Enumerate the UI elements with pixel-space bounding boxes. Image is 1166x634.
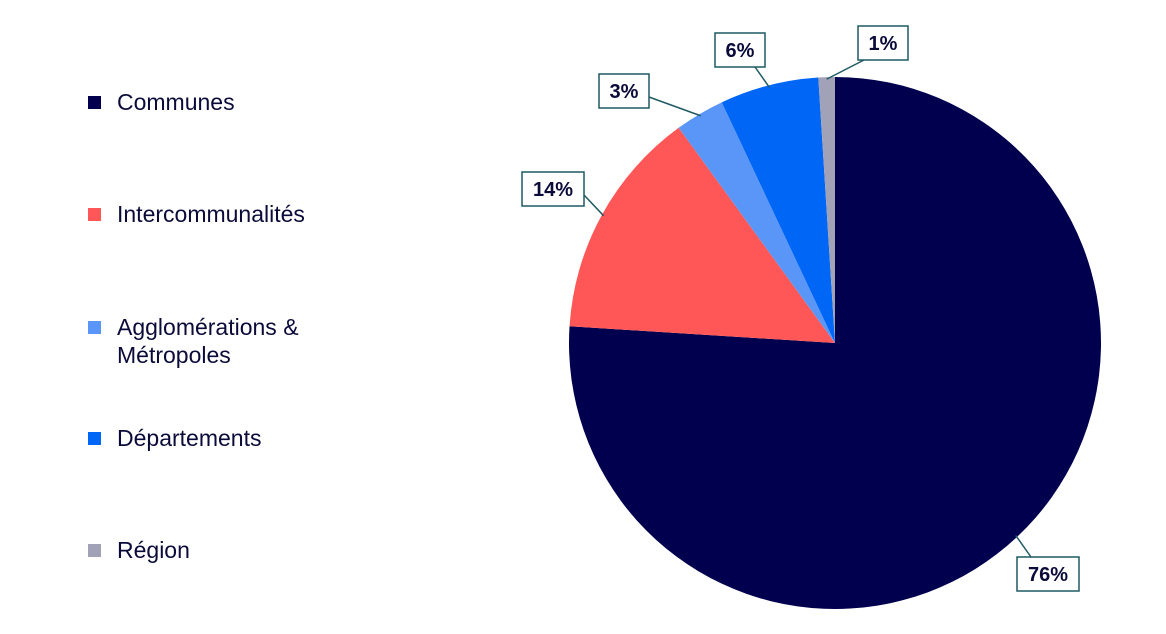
leader-line-agglomerations: [648, 96, 701, 117]
leader-line-departements: [754, 66, 770, 88]
data-label-box-region: [857, 25, 909, 61]
data-label-text-agglomerations: 3%: [610, 81, 639, 103]
legend-item-region: Région: [88, 536, 377, 564]
data-labels: 76% 14% 3% 6% 1%: [521, 25, 1080, 592]
data-label-box-agglomerations: [598, 73, 650, 109]
data-label-departements: 6%: [714, 32, 770, 88]
legend-swatch-departements: [88, 432, 101, 445]
legend-label-intercommunalites: Intercommunalités: [117, 201, 305, 227]
legend-label-region: Région: [117, 537, 190, 563]
pie-slice-region: [818, 77, 835, 343]
data-label-text-communes: 76%: [1028, 564, 1068, 586]
pie-slices: [569, 77, 1101, 609]
data-label-communes: 76%: [1015, 535, 1080, 592]
pie-slice-departements: [721, 77, 835, 343]
leader-line-communes: [1015, 535, 1032, 558]
data-label-text-departements: 6%: [726, 40, 755, 62]
leader-line-region: [826, 59, 865, 80]
legend-item-intercommunalites: Intercommunalités: [88, 200, 377, 228]
legend-swatch-agglomerations: [88, 321, 101, 334]
data-label-region: 1%: [826, 25, 909, 80]
legend-label-departements: Départements: [117, 425, 262, 451]
legend-label-communes: Communes: [117, 89, 235, 115]
legend-swatch-communes: [88, 96, 101, 109]
data-label-box-departements: [714, 32, 766, 68]
leader-line-intercommunalites: [583, 194, 605, 217]
data-label-box-communes: [1016, 556, 1080, 592]
pie-slice-intercommunalites: [569, 127, 835, 343]
legend-item-departements: Départements: [88, 424, 377, 452]
pie-slice-agglomerations: [678, 102, 835, 343]
legend-swatch-intercommunalites: [88, 208, 101, 221]
legend-item-agglomerations: Agglomérations & Métropoles: [88, 313, 342, 369]
legend-swatch-region: [88, 544, 101, 557]
data-label-agglomerations: 3%: [598, 73, 701, 117]
data-label-text-intercommunalites: 14%: [533, 179, 573, 201]
data-label-intercommunalites: 14%: [521, 171, 605, 217]
legend-label-agglomerations: Agglomérations & Métropoles: [117, 314, 299, 368]
legend-item-communes: Communes: [88, 88, 377, 116]
data-label-text-region: 1%: [869, 33, 898, 55]
data-label-box-intercommunalites: [521, 171, 585, 207]
legend: Communes Intercommunalités Agglomération…: [88, 0, 488, 634]
